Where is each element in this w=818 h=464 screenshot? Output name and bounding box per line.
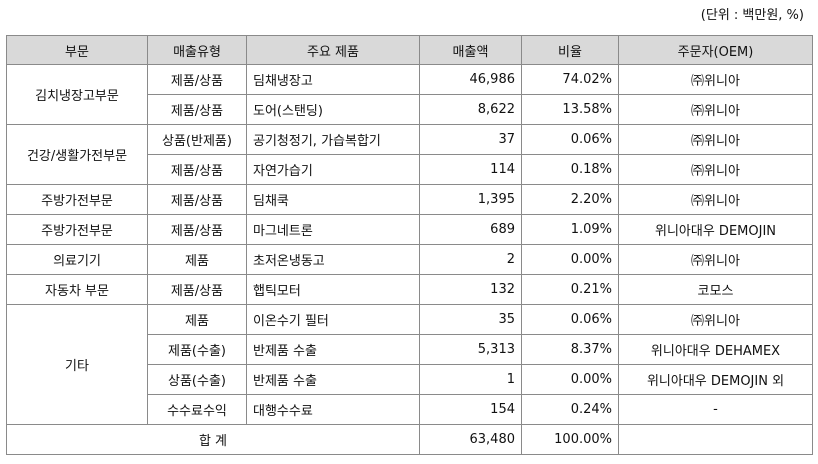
ratio-cell: 0.00% xyxy=(521,364,619,395)
oem-cell: ㈜위니아 xyxy=(618,304,813,335)
product-cell: 도어(스탠딩) xyxy=(246,94,420,125)
division-cell: 자동차 부문 xyxy=(6,274,148,305)
type-cell: 제품/상품 xyxy=(147,214,247,245)
product-cell: 반제품 수출 xyxy=(246,334,420,365)
table-row: 제품(수출) 반제품 수출 5,313 8.37% 위니아대우 DEHAMEX xyxy=(7,334,813,365)
product-cell: 자연가습기 xyxy=(246,154,420,185)
sales-cell: 46,986 xyxy=(419,64,522,95)
ratio-cell: 8.37% xyxy=(521,334,619,365)
division-cell: 의료기기 xyxy=(6,244,148,275)
table-row: 주방가전부문 제품/상품 딤채쿡 1,395 2.20% ㈜위니아 xyxy=(6,184,813,215)
type-cell: 제품 xyxy=(147,304,247,335)
oem-cell: ㈜위니아 xyxy=(618,124,813,155)
oem-cell: ㈜위니아 xyxy=(618,64,813,95)
division-cell: 김치냉장고부문 xyxy=(6,64,148,125)
ratio-cell: 0.21% xyxy=(521,274,619,305)
oem-cell: 위니아대우 DEHAMEX xyxy=(618,334,813,365)
division-cell: 건강/생활가전부문 xyxy=(6,124,148,185)
product-cell: 초저온냉동고 xyxy=(246,244,420,275)
product-cell: 햅틱모터 xyxy=(246,274,420,305)
table-row: 자동차 부문 제품/상품 햅틱모터 132 0.21% 코모스 xyxy=(6,274,813,305)
total-oem xyxy=(618,424,813,455)
product-cell: 반제품 수출 xyxy=(246,364,420,395)
header-oem: 주문자(OEM) xyxy=(618,35,813,65)
sales-cell: 8,622 xyxy=(419,94,522,125)
product-cell: 공기청정기, 가습복합기 xyxy=(246,124,420,155)
header-product: 주요 제품 xyxy=(246,35,420,65)
type-cell: 제품/상품 xyxy=(147,274,247,305)
oem-cell: 위니아대우 DEMOJIN 외 xyxy=(618,364,813,395)
table-row: 건강/생활가전부문 상품(반제품) 공기청정기, 가습복합기 37 0.06% … xyxy=(6,124,813,185)
oem-cell: ㈜위니아 xyxy=(618,184,813,215)
division-cell: 기타 xyxy=(6,304,148,425)
type-cell: 상품(반제품) xyxy=(147,124,247,155)
sales-cell: 35 xyxy=(419,304,522,335)
ratio-cell: 0.06% xyxy=(521,124,619,155)
table-row: 김치냉장고부문 제품/상품 딤채냉장고 46,986 74.02% ㈜위니아 xyxy=(6,64,813,125)
table-row: 의료기기 제품 초저온냉동고 2 0.00% ㈜위니아 xyxy=(6,244,813,275)
product-cell: 이온수기 필터 xyxy=(246,304,420,335)
table-row: 기타 제품 이온수기 필터 35 0.06% ㈜위니아 xyxy=(6,304,813,425)
table-row: 제품/상품 자연가습기 114 0.18% ㈜위니아 xyxy=(7,154,813,185)
type-cell: 제품/상품 xyxy=(147,64,247,95)
sales-cell: 1 xyxy=(419,364,522,395)
oem-cell: ㈜위니아 xyxy=(618,244,813,275)
type-cell: 제품/상품 xyxy=(147,154,247,185)
division-cell: 주방가전부문 xyxy=(6,184,148,215)
ratio-cell: 0.24% xyxy=(521,394,619,425)
sales-cell: 689 xyxy=(419,214,522,245)
type-cell: 수수료수익 xyxy=(147,394,247,425)
sales-cell: 5,313 xyxy=(419,334,522,365)
sales-cell: 1,395 xyxy=(419,184,522,215)
product-cell: 딤채쿡 xyxy=(246,184,420,215)
sales-cell: 37 xyxy=(419,124,522,155)
table-row: 제품/상품 도어(스탠딩) 8,622 13.58% ㈜위니아 xyxy=(7,94,813,125)
ratio-cell: 1.09% xyxy=(521,214,619,245)
ratio-cell: 13.58% xyxy=(521,94,619,125)
sales-cell: 114 xyxy=(419,154,522,185)
ratio-cell: 0.00% xyxy=(521,244,619,275)
header-sales-type: 매출유형 xyxy=(147,35,247,65)
type-cell: 제품 xyxy=(147,244,247,275)
oem-cell: 위니아대우 DEMOJIN xyxy=(618,214,813,245)
ratio-cell: 2.20% xyxy=(521,184,619,215)
total-row: 합 계 63,480 100.00% xyxy=(6,424,813,455)
ratio-cell: 74.02% xyxy=(521,64,619,95)
oem-cell: 코모스 xyxy=(618,274,813,305)
sales-cell: 2 xyxy=(419,244,522,275)
header-sales: 매출액 xyxy=(419,35,522,65)
header-row: 부문 매출유형 주요 제품 매출액 비율 주문자(OEM) xyxy=(6,35,813,65)
header-division: 부문 xyxy=(6,35,148,65)
sales-table: 부문 매출유형 주요 제품 매출액 비율 주문자(OEM) 김치냉장고부문 제품… xyxy=(6,35,813,455)
table-row: 주방가전부문 제품/상품 마그네트론 689 1.09% 위니아대우 DEMOJ… xyxy=(6,214,813,245)
table-row: 상품(수출) 반제품 수출 1 0.00% 위니아대우 DEMOJIN 외 xyxy=(7,364,813,395)
total-label: 합 계 xyxy=(6,424,420,455)
type-cell: 제품/상품 xyxy=(147,94,247,125)
type-cell: 제품/상품 xyxy=(147,184,247,215)
product-cell: 마그네트론 xyxy=(246,214,420,245)
header-ratio: 비율 xyxy=(521,35,619,65)
division-cell: 주방가전부문 xyxy=(6,214,148,245)
ratio-cell: 0.06% xyxy=(521,304,619,335)
ratio-cell: 0.18% xyxy=(521,154,619,185)
sales-cell: 132 xyxy=(419,274,522,305)
total-ratio: 100.00% xyxy=(521,424,619,455)
type-cell: 상품(수출) xyxy=(147,364,247,395)
unit-note: (단위 : 백만원, %) xyxy=(700,8,804,23)
total-sales: 63,480 xyxy=(419,424,522,455)
oem-cell: - xyxy=(618,394,813,425)
type-cell: 제품(수출) xyxy=(147,334,247,365)
product-cell: 대행수수료 xyxy=(246,394,420,425)
sales-cell: 154 xyxy=(419,394,522,425)
oem-cell: ㈜위니아 xyxy=(618,154,813,185)
oem-cell: ㈜위니아 xyxy=(618,94,813,125)
product-cell: 딤채냉장고 xyxy=(246,64,420,95)
